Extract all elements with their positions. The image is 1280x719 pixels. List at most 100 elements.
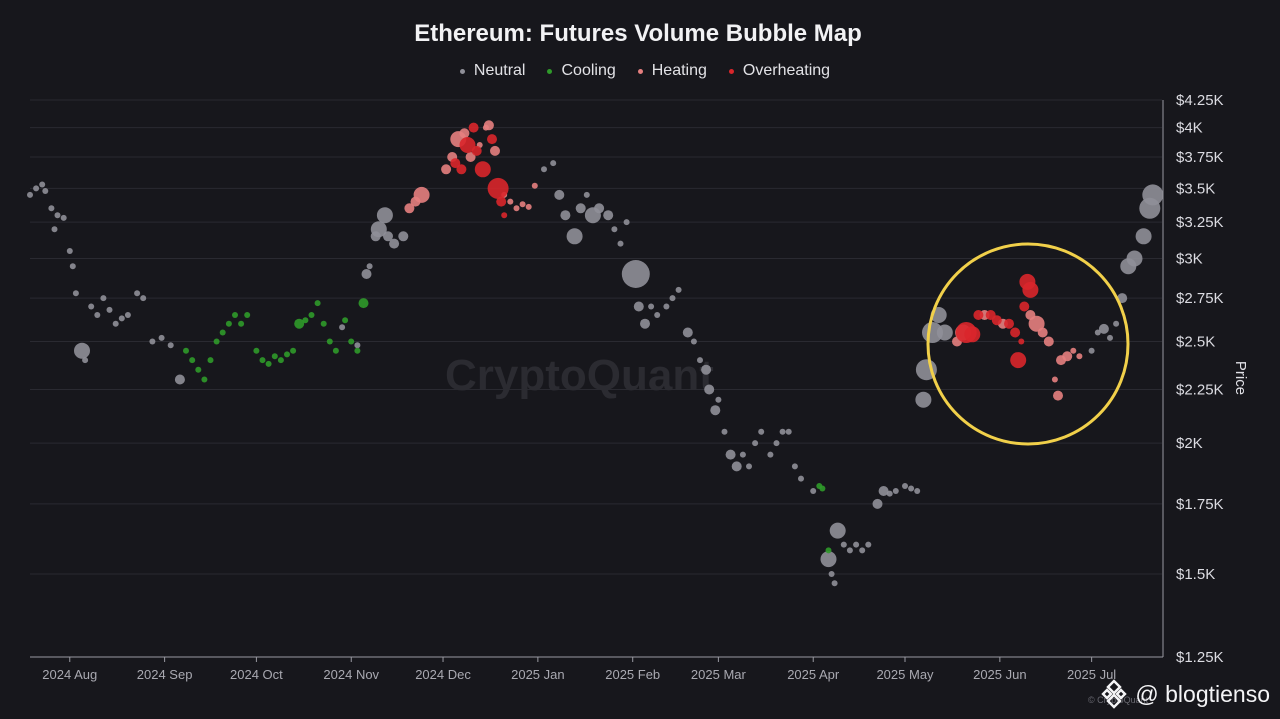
bubble-neutral[interactable] bbox=[82, 357, 89, 364]
bubble-neutral[interactable] bbox=[690, 338, 697, 345]
bubble-neutral[interactable] bbox=[389, 238, 400, 249]
legend-item-neutral[interactable]: Neutral bbox=[459, 62, 525, 80]
bubble-neutral[interactable] bbox=[654, 312, 661, 318]
bubble-neutral[interactable] bbox=[575, 203, 586, 214]
bubble-cooling[interactable] bbox=[259, 357, 266, 364]
bubble-heating[interactable] bbox=[531, 182, 538, 189]
bubble-neutral[interactable] bbox=[846, 547, 853, 554]
bubble-cooling[interactable] bbox=[302, 317, 309, 324]
bubble-heating[interactable] bbox=[1043, 336, 1054, 347]
bubble-neutral[interactable] bbox=[583, 191, 590, 198]
bubble-neutral[interactable] bbox=[758, 428, 765, 435]
bubble-neutral[interactable] bbox=[633, 301, 644, 312]
bubble-neutral[interactable] bbox=[746, 463, 752, 470]
bubble-neutral[interactable] bbox=[675, 286, 682, 293]
bubble-neutral[interactable] bbox=[820, 551, 837, 568]
bubble-cooling[interactable] bbox=[320, 320, 327, 327]
bubble-neutral[interactable] bbox=[611, 226, 618, 233]
bubble-neutral[interactable] bbox=[663, 303, 670, 310]
bubble-heating[interactable] bbox=[1076, 353, 1083, 360]
bubble-heating[interactable] bbox=[1070, 347, 1077, 354]
bubble-neutral[interactable] bbox=[124, 312, 131, 318]
bubble-neutral[interactable] bbox=[54, 212, 61, 219]
bubble-overheating[interactable] bbox=[1019, 301, 1030, 312]
bubble-neutral[interactable] bbox=[829, 522, 846, 539]
bubble-neutral[interactable] bbox=[697, 357, 703, 364]
bubble-neutral[interactable] bbox=[33, 185, 40, 192]
legend-item-overheating[interactable]: Overheating bbox=[728, 62, 830, 80]
bubble-neutral[interactable] bbox=[892, 488, 899, 494]
bubble-heating[interactable] bbox=[1062, 351, 1073, 362]
bubble-neutral[interactable] bbox=[915, 391, 932, 408]
bubble-heating[interactable] bbox=[519, 201, 526, 208]
bubble-overheating[interactable] bbox=[474, 161, 491, 178]
bubble-neutral[interactable] bbox=[810, 488, 817, 494]
bubble-overheating[interactable] bbox=[450, 158, 461, 169]
bubble-cooling[interactable] bbox=[348, 338, 355, 345]
bubble-neutral[interactable] bbox=[1135, 228, 1152, 245]
bubble-neutral[interactable] bbox=[859, 547, 866, 554]
bubble-neutral[interactable] bbox=[541, 166, 547, 173]
bubble-neutral[interactable] bbox=[94, 312, 101, 318]
bubble-neutral[interactable] bbox=[623, 219, 630, 226]
bubble-neutral[interactable] bbox=[354, 342, 361, 349]
bubble-neutral[interactable] bbox=[550, 160, 557, 167]
bubble-neutral[interactable] bbox=[158, 334, 165, 341]
bubble-cooling[interactable] bbox=[277, 357, 284, 364]
bubble-overheating[interactable] bbox=[459, 137, 476, 153]
bubble-neutral[interactable] bbox=[88, 303, 95, 310]
bubble-cooling[interactable] bbox=[358, 298, 369, 309]
bubble-cooling[interactable] bbox=[284, 351, 290, 358]
bubble-neutral[interactable] bbox=[908, 485, 915, 492]
bubble-cooling[interactable] bbox=[354, 347, 361, 354]
bubble-neutral[interactable] bbox=[72, 290, 79, 297]
bubble-cooling[interactable] bbox=[819, 485, 826, 492]
bubble-neutral[interactable] bbox=[74, 342, 90, 359]
bubble-overheating[interactable] bbox=[1022, 281, 1039, 298]
bubble-heating[interactable] bbox=[465, 152, 476, 162]
bubble-neutral[interactable] bbox=[66, 248, 73, 254]
bubble-neutral[interactable] bbox=[60, 214, 67, 221]
bubble-overheating[interactable] bbox=[1010, 352, 1027, 369]
bubble-neutral[interactable] bbox=[798, 475, 804, 482]
bubble-cooling[interactable] bbox=[232, 312, 238, 318]
bubble-overheating[interactable] bbox=[501, 212, 508, 219]
bubble-neutral[interactable] bbox=[1098, 323, 1109, 334]
bubble-neutral[interactable] bbox=[27, 191, 33, 198]
bubble-neutral[interactable] bbox=[669, 295, 676, 302]
bubble-neutral[interactable] bbox=[603, 210, 614, 221]
bubble-neutral[interactable] bbox=[51, 226, 58, 233]
bubble-neutral[interactable] bbox=[767, 451, 774, 458]
bubble-neutral[interactable] bbox=[831, 580, 838, 587]
bubble-neutral[interactable] bbox=[710, 405, 721, 416]
bubble-neutral[interactable] bbox=[1107, 334, 1113, 341]
bubble-neutral[interactable] bbox=[721, 428, 728, 435]
legend-item-cooling[interactable]: Cooling bbox=[547, 62, 616, 80]
bubble-neutral[interactable] bbox=[640, 318, 650, 329]
bubble-neutral[interactable] bbox=[865, 541, 872, 548]
bubble-neutral[interactable] bbox=[853, 541, 860, 548]
bubble-neutral[interactable] bbox=[936, 324, 953, 341]
bubble-overheating[interactable] bbox=[1004, 318, 1014, 329]
bubble-neutral[interactable] bbox=[731, 461, 742, 472]
bubble-neutral[interactable] bbox=[648, 303, 655, 310]
bubble-neutral[interactable] bbox=[594, 203, 605, 214]
bubble-cooling[interactable] bbox=[265, 360, 272, 367]
bubble-cooling[interactable] bbox=[195, 366, 202, 373]
bubble-neutral[interactable] bbox=[791, 463, 798, 470]
bubble-neutral[interactable] bbox=[621, 260, 650, 288]
bubble-neutral[interactable] bbox=[1094, 329, 1101, 336]
bubble-overheating[interactable] bbox=[1018, 338, 1025, 345]
bubble-heating[interactable] bbox=[1037, 327, 1048, 338]
bubble-neutral[interactable] bbox=[739, 451, 746, 458]
bubble-neutral[interactable] bbox=[366, 263, 373, 270]
bubble-cooling[interactable] bbox=[201, 376, 208, 383]
bubble-neutral[interactable] bbox=[785, 428, 792, 435]
bubble-cooling[interactable] bbox=[189, 357, 196, 364]
bubble-neutral[interactable] bbox=[100, 295, 107, 302]
bubble-neutral[interactable] bbox=[339, 324, 346, 331]
bubble-neutral[interactable] bbox=[1088, 347, 1095, 354]
bubble-heating[interactable] bbox=[513, 205, 520, 212]
bubble-cooling[interactable] bbox=[825, 547, 832, 554]
bubble-neutral[interactable] bbox=[361, 269, 372, 279]
